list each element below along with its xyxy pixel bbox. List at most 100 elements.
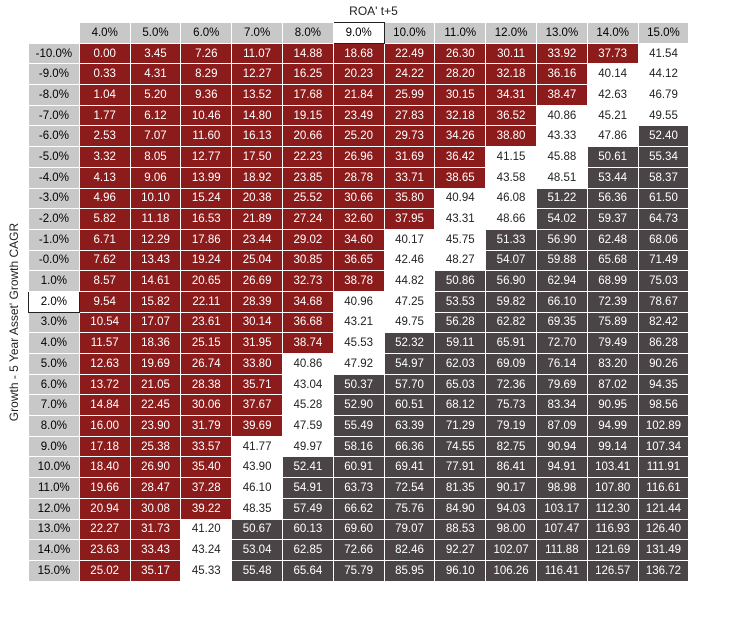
heatmap-cell: 31.73 [129, 518, 182, 541]
heatmap-cell: 33.71 [383, 166, 436, 189]
heatmap-cell: 13.72 [78, 373, 131, 396]
heatmap-cell: 111.91 [637, 456, 690, 479]
heatmap-cell: 61.50 [637, 187, 690, 210]
heatmap-cell: 44.82 [383, 270, 436, 292]
heatmap-cell: 71.49 [637, 249, 690, 272]
heatmap-cell: 32.73 [281, 270, 334, 292]
heatmap-cell: 16.25 [281, 63, 334, 86]
heatmap-cell: 20.94 [78, 497, 131, 520]
heatmap-cell: 14.88 [281, 42, 334, 65]
heatmap-cell: 90.26 [637, 353, 690, 375]
heatmap-cell: 40.96 [332, 290, 385, 313]
heatmap-cell: 10.46 [180, 104, 233, 127]
column-header-10.0%: 10.0% [383, 22, 436, 44]
heatmap-cell: 22.49 [383, 42, 436, 65]
heatmap-cell: 62.82 [485, 311, 537, 334]
heatmap-cell: 54.07 [485, 249, 537, 272]
table-row: -1.0% 6.71 12.29 17.86 23.44 29.02 34.60 40.17 4… [28, 228, 690, 251]
heatmap-cell: 75.73 [485, 394, 537, 417]
table-row: 14.0% 23.63 33.43 43.24 53.04 62.85 72.66 82.46… [28, 539, 690, 561]
table-row: -8.0% 1.04 5.20 9.36 13.52 17.68 21.84 25.99 30.… [28, 84, 690, 106]
row-header-3.0%: 3.0% [28, 311, 80, 334]
heatmap-cell: 40.14 [586, 63, 639, 86]
heatmap-cell: 33.57 [180, 435, 233, 458]
heatmap-cell: 56.90 [535, 228, 588, 251]
heatmap-cell: 45.28 [281, 394, 334, 417]
table-row: 12.0% 20.94 30.08 39.22 48.35 57.49 66.62 75.76… [28, 497, 690, 520]
heatmap-cell: 55.34 [637, 146, 690, 168]
heatmap-cell: 63.73 [332, 477, 385, 499]
heatmap-cell: 45.88 [535, 146, 588, 168]
heatmap-cell: 0.00 [78, 42, 131, 65]
y-axis-title: Growth - 5 Year Asset' Growth CAGR [7, 222, 21, 422]
heatmap-cell: 43.04 [281, 373, 334, 396]
heatmap-cell: 43.21 [332, 311, 385, 334]
heatmap-cell: 34.31 [485, 84, 537, 106]
table-row: -4.0% 4.13 9.06 13.99 18.92 23.85 28.78 33.71 38… [28, 166, 690, 189]
heatmap-cell: 102.07 [485, 539, 537, 561]
heatmap-cell: 12.63 [78, 353, 131, 375]
heatmap-cell: 59.88 [535, 249, 588, 272]
heatmap-cell: 26.96 [332, 146, 385, 168]
heatmap-cell: 13.43 [129, 249, 182, 272]
heatmap-cell: 25.20 [332, 125, 385, 148]
heatmap-cell: 48.51 [535, 166, 588, 189]
heatmap-cell: 82.46 [383, 539, 436, 561]
y-axis-title-container: Growth - 5 Year Asset' Growth CAGR [0, 22, 28, 622]
heatmap-cell: 31.95 [231, 332, 283, 354]
heatmap-cell: 35.40 [180, 456, 233, 479]
heatmap-cell: 65.03 [434, 373, 487, 396]
heatmap-cell: 37.28 [180, 477, 233, 499]
heatmap-cell: 53.04 [231, 539, 283, 561]
heatmap-cell: 19.24 [180, 249, 233, 272]
heatmap-cell: 23.85 [281, 166, 334, 189]
heatmap-cell: 116.61 [637, 477, 690, 499]
heatmap-cell: 102.89 [637, 415, 690, 437]
heatmap-cell: 25.52 [281, 187, 334, 210]
heatmap-cell: 58.37 [637, 166, 690, 189]
heatmap-cell: 50.86 [434, 270, 487, 292]
heatmap-cell: 94.03 [485, 497, 537, 520]
heatmap-cell: 48.35 [231, 497, 283, 520]
heatmap-cell: 25.02 [78, 559, 131, 582]
heatmap-cell: 63.39 [383, 415, 436, 437]
heatmap-cell: 75.89 [586, 311, 639, 334]
row-header--3.0%: -3.0% [28, 187, 80, 210]
heatmap-cell: 49.55 [637, 104, 690, 127]
heatmap-cell: 45.53 [332, 332, 385, 354]
corner-cell [28, 22, 80, 44]
row-header-14.0%: 14.0% [28, 539, 80, 561]
heatmap-cell: 28.78 [332, 166, 385, 189]
heatmap-cell: 16.53 [180, 208, 233, 230]
row-header-12.0%: 12.0% [28, 497, 80, 520]
heatmap-cell: 36.16 [535, 63, 588, 86]
heatmap-cell: 11.57 [78, 332, 131, 354]
heatmap-cell: 25.15 [180, 332, 233, 354]
heatmap-cell: 51.33 [485, 228, 537, 251]
heatmap-cell: 8.57 [78, 270, 131, 292]
row-header-11.0%: 11.0% [28, 477, 80, 499]
heatmap-cell: 11.18 [129, 208, 182, 230]
heatmap-cell: 18.40 [78, 456, 131, 479]
heatmap-cell: 5.82 [78, 208, 131, 230]
heatmap-cell: 62.94 [535, 270, 588, 292]
row-header--7.0%: -7.0% [28, 104, 80, 127]
column-header-11.0%: 11.0% [434, 22, 487, 44]
heatmap-cell: 79.69 [535, 373, 588, 396]
heatmap-cell: 41.54 [637, 42, 690, 65]
row-header-15.0%: 15.0% [28, 559, 80, 582]
heatmap-cell: 54.91 [281, 477, 334, 499]
row-header--8.0%: -8.0% [28, 84, 80, 106]
heatmap-cell: 9.54 [78, 290, 131, 313]
heatmap-cell: 33.80 [231, 353, 283, 375]
heatmap-cell: 66.62 [332, 497, 385, 520]
heatmap-cell: 28.47 [129, 477, 182, 499]
table-row: -3.0% 4.96 10.10 15.24 20.38 25.52 30.66 35.80 4… [28, 187, 690, 210]
heatmap-cell: 62.48 [586, 228, 639, 251]
heatmap-cell: 85.95 [383, 559, 436, 582]
heatmap-cell: 4.96 [78, 187, 131, 210]
column-header-8.0%: 8.0% [281, 22, 334, 44]
heatmap-cell: 10.54 [78, 311, 131, 334]
row-header--9.0%: -9.0% [28, 63, 80, 86]
heatmap-cell: 32.18 [485, 63, 537, 86]
